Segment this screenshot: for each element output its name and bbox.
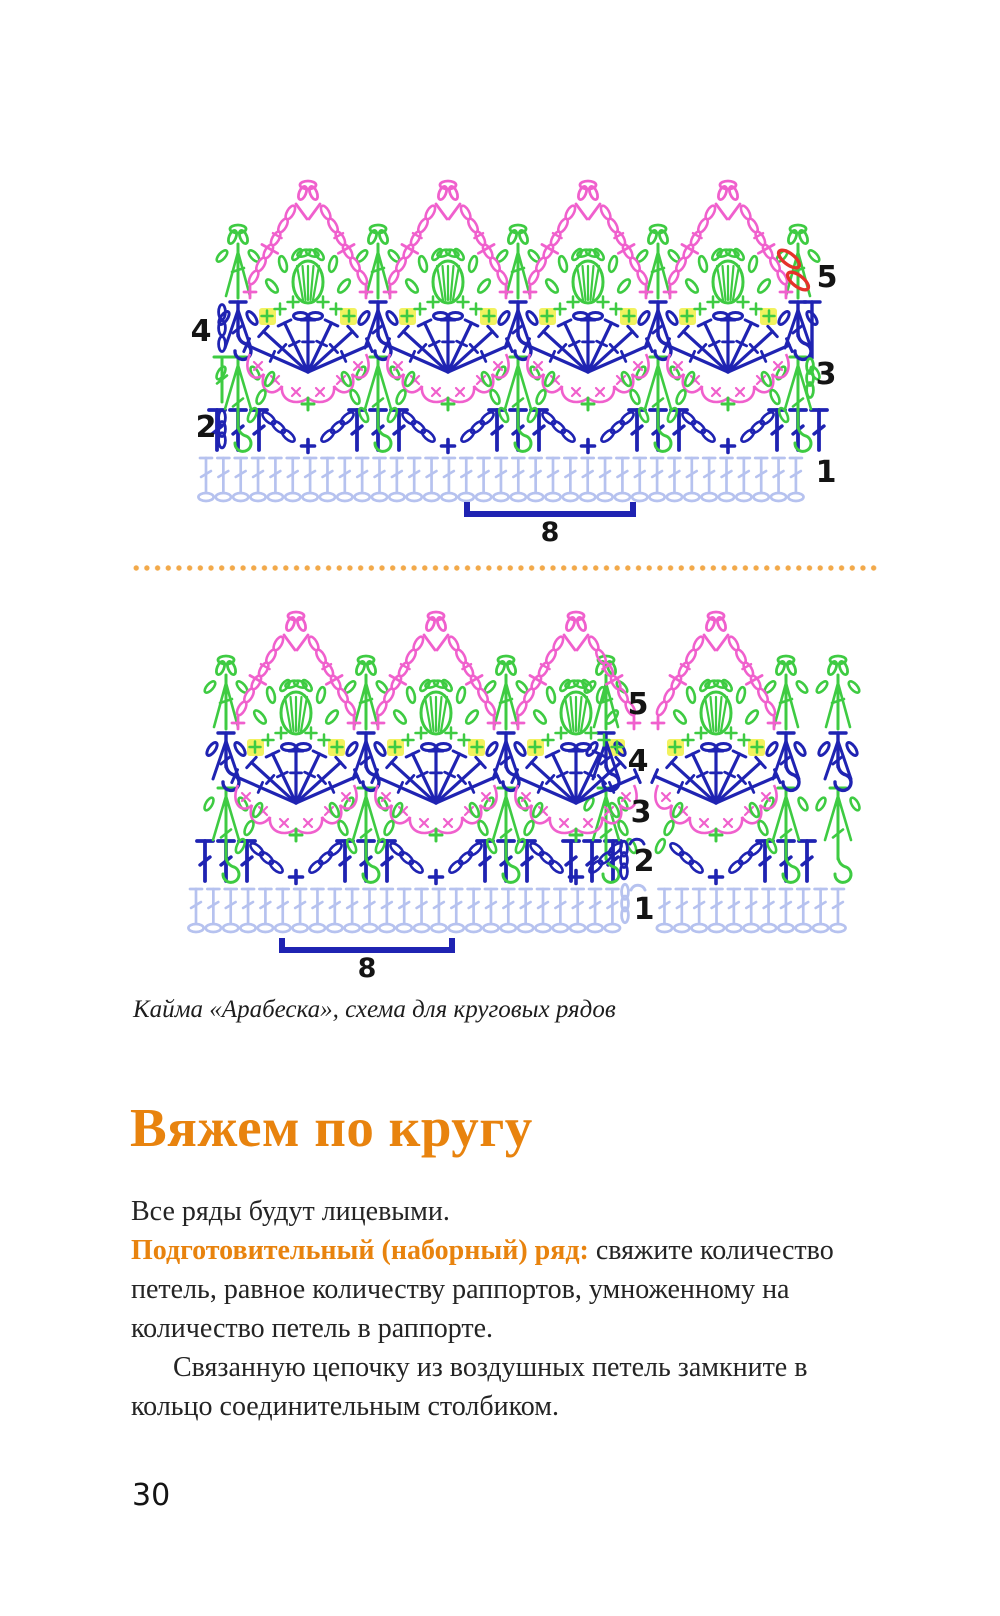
figure-caption: Кайма «Арабеска», схема для круговых ряд…: [133, 996, 616, 1023]
body-text: Все ряды будут лицевыми. Подготовительны…: [131, 1192, 883, 1426]
svg-text:8: 8: [358, 953, 377, 984]
crochet-chart-flat-rows: 8 4 2 5 3 1: [191, 179, 838, 548]
dotted-separator: [133, 563, 881, 573]
paragraph-3: Связанную цепочку из воздушных петель за…: [131, 1352, 808, 1422]
paragraph-1: Все ряды будут лицевыми.: [131, 1196, 450, 1227]
svg-text:5: 5: [817, 260, 838, 295]
paragraph-2-lead: Подготовительный (наборный) ряд:: [131, 1235, 589, 1266]
svg-text:8: 8: [541, 517, 560, 548]
svg-text:3: 3: [631, 795, 652, 830]
section-heading: Вяжем по кругу: [130, 1097, 533, 1158]
crochet-chart-circular-rows: 8 5 4 3 2 1: [187, 610, 861, 984]
svg-text:1: 1: [816, 455, 837, 490]
svg-text:4: 4: [191, 314, 212, 349]
svg-text:3: 3: [816, 357, 837, 392]
svg-text:2: 2: [196, 410, 217, 445]
svg-text:4: 4: [628, 744, 649, 779]
page-number: 30: [132, 1478, 171, 1513]
svg-text:1: 1: [634, 892, 655, 927]
svg-text:5: 5: [628, 687, 649, 722]
paragraph-2: Подготовительный (наборный) ряд: свяжите…: [131, 1231, 883, 1348]
paragraph-2-text: свяжите количество петель, равное количе…: [131, 1235, 834, 1344]
svg-text:2: 2: [634, 844, 655, 879]
